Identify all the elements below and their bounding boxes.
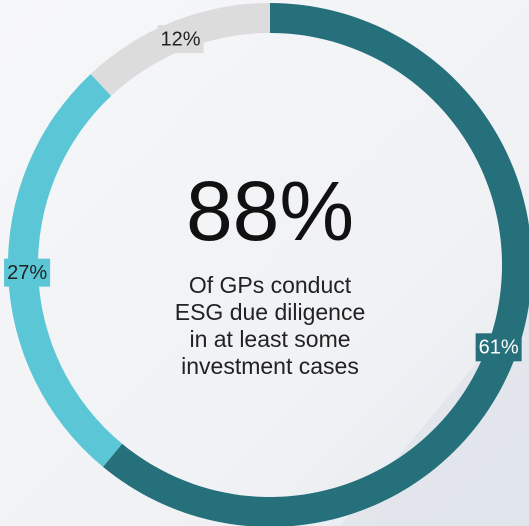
data-label: 12%: [161, 28, 201, 50]
center-text: investment cases: [181, 353, 359, 379]
data-label-box: [475, 333, 522, 362]
center-label: 88%: [186, 164, 354, 258]
donut-segment: [7, 74, 123, 467]
center-text: ESG due diligence: [175, 299, 366, 325]
donut-segment: [102, 3, 529, 526]
data-label: 27%: [7, 262, 47, 284]
center-text: in at least some: [189, 326, 350, 352]
data-label-box: [157, 25, 204, 54]
center-text: Of GPs conduct: [189, 272, 352, 298]
data-label: 61%: [479, 337, 519, 359]
data-label-box: [4, 258, 51, 287]
